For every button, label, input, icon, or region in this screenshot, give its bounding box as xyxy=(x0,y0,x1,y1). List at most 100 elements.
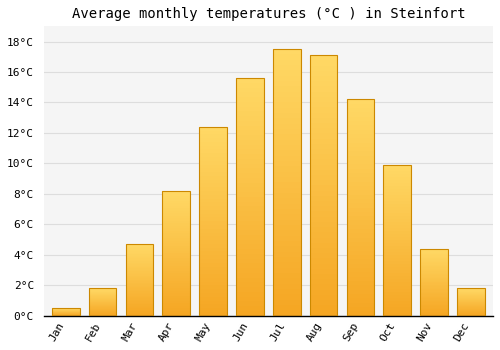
Bar xyxy=(273,92,300,97)
Bar xyxy=(310,118,338,123)
Bar xyxy=(310,310,338,316)
Bar xyxy=(162,226,190,228)
Bar xyxy=(89,290,117,291)
Bar xyxy=(310,289,338,295)
Bar xyxy=(420,265,448,266)
Bar xyxy=(89,306,117,307)
Bar xyxy=(310,196,338,201)
Bar xyxy=(89,302,117,303)
Bar xyxy=(273,198,300,204)
Bar xyxy=(236,135,264,140)
Bar xyxy=(200,134,227,138)
Bar xyxy=(310,305,338,310)
Bar xyxy=(126,254,154,256)
Bar xyxy=(384,271,411,273)
Bar xyxy=(420,310,448,312)
Bar xyxy=(126,264,154,266)
Bar xyxy=(420,293,448,294)
Bar xyxy=(89,310,117,311)
Bar xyxy=(420,264,448,265)
Bar xyxy=(200,274,227,278)
Bar xyxy=(346,186,374,190)
Bar xyxy=(126,313,154,314)
Bar xyxy=(236,149,264,154)
Bar xyxy=(162,213,190,216)
Bar xyxy=(346,182,374,186)
Bar xyxy=(384,219,411,222)
Bar xyxy=(420,308,448,309)
Bar xyxy=(384,183,411,186)
Bar xyxy=(89,315,117,316)
Bar xyxy=(457,295,485,296)
Bar xyxy=(126,308,154,310)
Bar xyxy=(457,307,485,308)
Bar xyxy=(200,180,227,183)
Bar xyxy=(126,314,154,316)
Bar xyxy=(310,238,338,243)
Bar xyxy=(310,71,338,76)
Bar xyxy=(346,117,374,121)
Bar xyxy=(126,312,154,313)
Bar xyxy=(126,286,154,287)
Bar xyxy=(384,301,411,303)
Bar xyxy=(126,293,154,294)
Bar xyxy=(126,306,154,307)
Bar xyxy=(457,309,485,310)
Bar xyxy=(420,285,448,286)
Bar xyxy=(126,273,154,274)
Bar xyxy=(200,282,227,286)
Bar xyxy=(346,268,374,272)
Bar xyxy=(346,156,374,160)
Bar xyxy=(162,296,190,298)
Bar xyxy=(200,153,227,157)
Bar xyxy=(89,297,117,298)
Bar xyxy=(457,305,485,306)
Bar xyxy=(236,278,264,282)
Title: Average monthly temperatures (°C ) in Steinfort: Average monthly temperatures (°C ) in St… xyxy=(72,7,465,21)
Bar xyxy=(236,78,264,316)
Bar xyxy=(420,279,448,281)
Bar xyxy=(346,312,374,316)
Bar xyxy=(384,228,411,231)
Bar xyxy=(236,301,264,306)
Bar xyxy=(457,306,485,307)
Bar xyxy=(89,296,117,297)
Bar xyxy=(346,272,374,277)
Bar xyxy=(162,241,190,243)
Bar xyxy=(273,65,300,70)
Bar xyxy=(273,161,300,166)
Bar xyxy=(273,268,300,273)
Bar xyxy=(457,314,485,315)
Bar xyxy=(273,166,300,172)
Bar xyxy=(236,102,264,106)
Bar xyxy=(162,276,190,278)
Bar xyxy=(162,278,190,281)
Bar xyxy=(273,305,300,310)
Bar xyxy=(162,223,190,226)
Bar xyxy=(273,289,300,294)
Bar xyxy=(126,268,154,270)
Bar xyxy=(346,212,374,216)
Bar xyxy=(236,259,264,264)
Bar xyxy=(236,220,264,225)
Bar xyxy=(126,304,154,306)
Bar xyxy=(310,227,338,232)
Bar xyxy=(346,199,374,203)
Bar xyxy=(420,306,448,308)
Bar xyxy=(126,296,154,297)
Bar xyxy=(162,196,190,198)
Bar xyxy=(273,129,300,134)
Bar xyxy=(384,237,411,240)
Bar xyxy=(162,211,190,213)
Bar xyxy=(273,214,300,220)
Bar xyxy=(346,173,374,177)
Bar xyxy=(236,88,264,92)
Bar xyxy=(236,106,264,111)
Bar xyxy=(384,207,411,210)
Bar xyxy=(126,251,154,253)
Bar xyxy=(346,177,374,182)
Bar xyxy=(420,298,448,300)
Bar xyxy=(384,307,411,310)
Bar xyxy=(310,253,338,258)
Bar xyxy=(384,243,411,246)
